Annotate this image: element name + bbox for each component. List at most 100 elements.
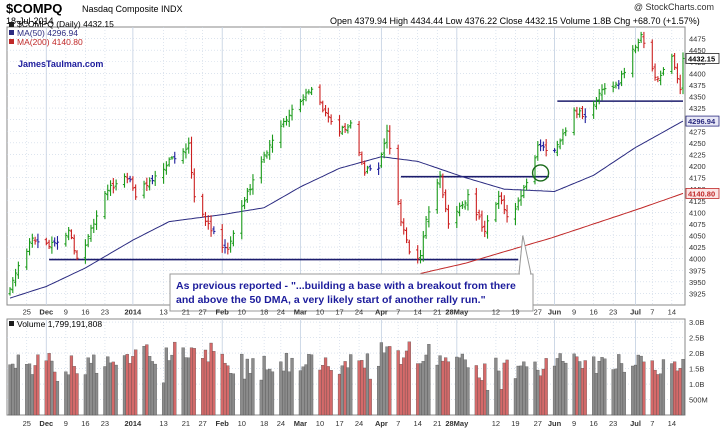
ticker-symbol: $COMPQ [6,1,63,16]
volume-bar [435,364,439,416]
volume-bar [72,366,76,416]
price-bar [368,164,372,171]
x-tick-label: Jun [548,419,562,428]
volume-bar [673,361,677,416]
volume-bar [8,364,12,416]
ma50-last-value: 4296.94 [688,117,716,126]
price-bar [164,161,168,175]
price-bar [656,76,660,83]
volume-bar [399,364,403,416]
volume-bar [240,353,244,416]
volume-bar [259,379,263,416]
x-tick-label: 27 [534,308,542,317]
volume-bar [477,377,481,416]
price-bar [519,190,523,206]
volume-bar [290,357,294,416]
volume-bar [223,362,227,416]
x-tick-label: 14 [414,419,422,428]
volume-bar [594,373,599,416]
volume-bar [337,373,342,416]
volume-bar [282,370,286,416]
price-bar [106,184,110,201]
price-bar [181,148,185,164]
last-close-value-bg [685,53,720,64]
price-bar [245,187,249,203]
price-y-tick-label: 4225 [689,150,706,159]
volume-bar [402,357,406,416]
price-bar [318,84,322,105]
volume-bar [642,361,646,416]
price-bar [111,178,115,194]
ma50-layer [9,120,684,299]
volume-bar [27,363,32,416]
volume-bar [377,365,381,416]
volume-y-tick-label: 1.5B [689,365,704,374]
price-bar [161,163,166,184]
x-tick-label: 21 [433,419,441,428]
price-y-tick-label: 3925 [689,289,706,298]
price-bar [592,100,596,119]
volume-bar [600,357,604,416]
volume-bar [572,353,576,416]
date-axis-top: 25 Dec 9 16 23 2014 13 21 27 Feb 10 18 24 Mar 10 17 24 Ap… [23,308,676,317]
x-tick-label: 18 [260,308,268,317]
volume-bar [89,362,93,416]
x-tick-label: 12 [492,308,500,317]
price-bar [541,141,545,151]
price-y-tick-label: 4250 [689,139,706,148]
volume-bar [580,368,585,416]
volume-bar [385,346,389,416]
price-bar [279,120,283,149]
x-tick-label: 24 [355,308,363,317]
volume-bar [36,354,40,416]
volume-bar [209,342,213,416]
volume-bar [226,365,230,416]
volume-bar [340,365,344,416]
price-bar [231,230,236,247]
volume-bar [103,366,107,416]
price-bar [349,120,353,129]
volume-bar [455,356,459,416]
volume-y-tick-label: 3.0B [689,318,704,327]
volume-bar [552,365,557,416]
volume-bar [522,361,526,416]
price-bar [248,184,252,196]
volume-bar [189,347,194,416]
price-bar [321,100,325,113]
volume-bar [416,363,420,416]
volume-bar [304,364,308,416]
price-bar [678,74,682,95]
price-bar [650,39,654,72]
price-bar [636,38,640,52]
price-bar [597,89,601,105]
volume-bar [561,361,565,416]
x-tick-label: 16 [81,419,89,428]
price-bar [86,234,90,248]
volume-bar [622,371,626,416]
volume-bar [131,356,135,416]
volume-bar [184,357,188,416]
price-bar [148,177,152,191]
price-bar [659,70,663,86]
price-bar [259,156,263,184]
volume-bar [164,347,168,416]
volume-bar [47,353,51,416]
breakout-highlight-circle [531,164,550,182]
volume-bar [128,363,132,416]
price-bar [424,216,428,239]
price-bar [33,236,37,245]
price-bar [67,227,71,241]
x-tick-label: 19 [511,308,519,317]
price-bar [583,108,587,124]
price-bar [404,227,409,244]
x-tick-label: 21 [433,308,441,317]
volume-bar [597,360,601,416]
price-bar [209,215,213,237]
volume-bar [460,353,464,416]
price-bar [580,105,585,120]
volume-bar [349,354,353,416]
volume-bar [309,354,314,416]
chart-date: 18-Jul-2014 [6,16,54,26]
price-y-tick-label: 4275 [689,127,706,136]
volume-bar [298,370,303,416]
